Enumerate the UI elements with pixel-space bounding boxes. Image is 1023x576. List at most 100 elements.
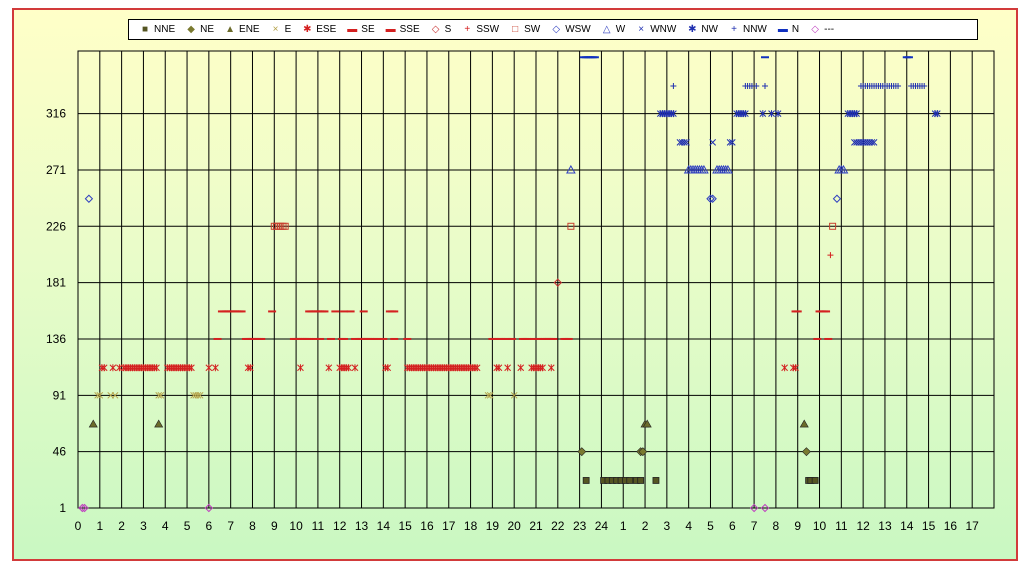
legend-item: ✱ ESE <box>301 23 337 35</box>
legend-marker-icon: ✱ <box>688 23 697 35</box>
y-tick-label: 271 <box>46 163 66 177</box>
x-tick-label: 3 <box>140 519 147 533</box>
x-tick-label: 3 <box>664 519 671 533</box>
point-ene <box>88 419 98 428</box>
legend-label: NNW <box>742 23 767 35</box>
y-tick-label: 91 <box>53 388 67 402</box>
x-tick-label: 2 <box>118 519 125 533</box>
x-tick-label: 1 <box>620 519 627 533</box>
legend-marker-icon: + <box>464 23 471 35</box>
legend-item: × WNW <box>635 23 677 35</box>
x-tick-label: 20 <box>508 519 522 533</box>
legend-label: SE <box>361 23 375 35</box>
legend-item: ▬ SSE <box>385 23 420 35</box>
x-tick-label: 22 <box>551 519 565 533</box>
legend-item: ■ NNE <box>139 23 176 35</box>
x-tick-label: 6 <box>206 519 213 533</box>
legend-marker-icon: ▲ <box>225 23 235 35</box>
point-ese <box>517 363 525 372</box>
legend-label: SSW <box>476 23 500 35</box>
point-ese <box>504 363 512 372</box>
point-nne <box>626 477 634 484</box>
x-tick-label: 18 <box>464 519 478 533</box>
y-tick-label: 181 <box>46 276 66 290</box>
legend-item: ▲ ENE <box>224 23 260 35</box>
chart-frame <box>12 8 1018 561</box>
x-tick-label: 4 <box>162 519 169 533</box>
x-tick-label: 10 <box>289 519 303 533</box>
x-tick-label: 5 <box>707 519 714 533</box>
x-tick-label: 7 <box>227 519 234 533</box>
point-ne <box>802 447 811 456</box>
y-tick-label: 1 <box>59 501 66 515</box>
x-tick-label: 11 <box>835 519 848 533</box>
x-tick-label: 24 <box>595 519 609 533</box>
x-tick-label: 12 <box>856 519 870 533</box>
x-tick-label: 11 <box>312 519 325 533</box>
x-tick-label: 8 <box>773 519 780 533</box>
legend-item: ▬ N <box>777 24 799 35</box>
x-tick-label: 10 <box>813 519 827 533</box>
point-ese <box>547 363 555 372</box>
legend-label: WNW <box>650 23 677 35</box>
legend-marker-icon: □ <box>512 23 519 35</box>
legend-marker-icon: × <box>638 23 645 35</box>
x-tick-label: 15 <box>922 519 936 533</box>
legend-label: S <box>444 23 452 35</box>
legend-marker-icon: ◇ <box>552 23 561 35</box>
point-ne <box>577 447 587 456</box>
point-nne <box>811 477 819 484</box>
x-tick-label: 19 <box>486 519 500 533</box>
legend-label: --- <box>824 23 835 35</box>
legend-label: NNE <box>154 23 176 35</box>
point-ene <box>799 419 809 428</box>
point-nne <box>652 477 660 484</box>
legend-item: □ SW <box>509 23 540 35</box>
y-tick-label: 136 <box>46 332 66 346</box>
point-ese <box>205 363 213 372</box>
legend: ■ NNE ◆ NE ▲ ENE × E ✱ ESE ▬ SE ▬ SSE ◇ S + SSW □ SW ◇ WSW △ W ×… <box>128 19 978 40</box>
x-tick-label: 14 <box>377 519 391 533</box>
x-tick-label: 9 <box>271 519 278 533</box>
x-tick-label: 23 <box>573 519 587 533</box>
legend-label: E <box>284 23 292 35</box>
legend-label: W <box>615 23 626 35</box>
legend-marker-icon: ▬ <box>385 23 396 35</box>
y-tick-label: 226 <box>46 219 66 233</box>
legend-label: ESE <box>316 23 337 35</box>
legend-marker-icon: ◆ <box>187 23 195 35</box>
legend-item: + NNW <box>728 23 767 35</box>
x-tick-label: 0 <box>75 519 82 533</box>
x-tick-label: 6 <box>729 519 736 533</box>
point-wsw <box>832 194 841 203</box>
axis-ticks: 0 1 2 3 4 5 6 7 8 9 10 11 12 13 14 15 16 17 18 19 20 21 22 23 24… <box>46 107 979 533</box>
point-nne <box>582 477 590 484</box>
point-ese <box>325 363 333 372</box>
legend-label: NW <box>701 23 718 35</box>
legend-label: WSW <box>565 23 591 35</box>
x-tick-label: 17 <box>442 519 456 533</box>
legend-marker-icon: ◇ <box>811 23 819 35</box>
point-ese <box>109 363 117 372</box>
legend-marker-icon: ■ <box>141 23 149 35</box>
legend-item: △ W <box>601 23 626 35</box>
point-ssw <box>826 251 834 259</box>
x-tick-label: 12 <box>333 519 347 533</box>
x-tick-label: 17 <box>966 519 980 533</box>
x-tick-label: 21 <box>529 519 543 533</box>
x-tick-label: 16 <box>420 519 434 533</box>
legend-marker-icon: ◇ <box>431 23 440 35</box>
legend-item: ◇ --- <box>809 23 835 35</box>
data-points <box>78 56 941 512</box>
y-tick-label: 46 <box>53 445 67 459</box>
point-nne <box>637 477 645 484</box>
point-ese <box>211 363 219 372</box>
legend-label: NE <box>200 23 215 35</box>
x-tick-label: 8 <box>249 519 256 533</box>
point-ene <box>154 419 163 428</box>
point-wsw <box>84 194 93 203</box>
legend-item: ▬ SE <box>346 23 375 35</box>
x-tick-label: 13 <box>355 519 369 533</box>
x-tick-label: 5 <box>184 519 191 533</box>
legend-item: + SSW <box>461 23 500 35</box>
